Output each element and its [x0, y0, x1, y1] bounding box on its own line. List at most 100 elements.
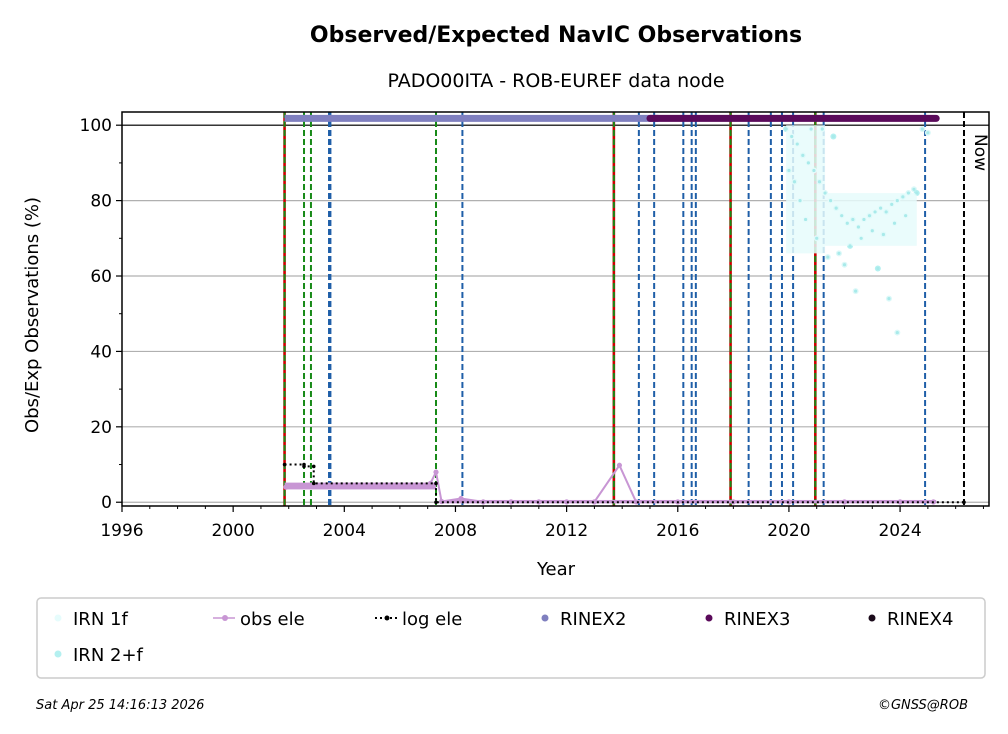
log-ele-line	[284, 463, 964, 504]
irn-point	[859, 236, 863, 240]
legend-marker	[384, 615, 390, 621]
legend-label: RINEX3	[724, 609, 790, 630]
obs-ele-point	[308, 484, 314, 490]
log-ele-point	[311, 464, 316, 469]
legend-label: RINEX4	[887, 609, 953, 630]
irn-point	[876, 266, 880, 271]
y-tick-label: 0	[101, 493, 112, 513]
irn-point	[809, 127, 813, 131]
legend: IRN 1f obs ele log ele RINEX2 RINEX3 RINEX4 IR…	[54, 609, 953, 666]
x-tick-label: 2012	[545, 521, 588, 541]
irn-point	[784, 127, 788, 131]
plot-area: 0 20 40 60 80 100 1996 2000 2004 2008 2012 2016 2020…	[80, 111, 990, 541]
irn-point	[890, 202, 894, 206]
irn-point	[879, 206, 883, 210]
irn-point	[881, 232, 886, 237]
chart-subtitle: PADO00ITA - ROB-EUREF data node	[387, 70, 724, 92]
obs-ele-point	[336, 483, 342, 489]
y-tick-label: 40	[90, 342, 112, 362]
x-tick-label: 2004	[323, 521, 366, 541]
log-ele-point	[311, 481, 316, 486]
irn-point	[815, 236, 819, 240]
irn-point	[912, 187, 916, 191]
obs-ele-point	[419, 483, 425, 489]
obs-ele-point	[427, 480, 434, 486]
irn-point	[892, 221, 897, 225]
legend-marker	[54, 614, 62, 622]
y-axis-label: Obs/Exp Observations (%)	[22, 197, 43, 433]
legend-box	[36, 597, 986, 679]
chart-title: Observed/Expected NavIC Observations	[310, 23, 802, 48]
obs-ele-point	[391, 483, 397, 489]
plot-frame	[121, 111, 990, 507]
obs-ele-band	[284, 482, 437, 490]
x-tick-label: 1996	[100, 521, 143, 541]
obs-ele-point	[433, 469, 439, 475]
copyright: ©GNSS@ROB	[878, 698, 968, 713]
irn-point	[831, 134, 835, 139]
irn-point	[870, 229, 874, 233]
legend-marker	[868, 614, 876, 622]
irn-point	[915, 191, 919, 195]
x-tick-label: 2024	[878, 521, 921, 541]
legend-marker	[705, 614, 713, 622]
irn-point	[854, 289, 858, 293]
irn-point	[823, 191, 827, 195]
irn-point	[887, 297, 891, 301]
irn-point	[842, 263, 847, 267]
log-ele-point	[434, 481, 438, 486]
irn-point	[787, 168, 791, 173]
x-axis-label: Year	[536, 559, 576, 580]
timestamp: Sat Apr 25 14:16:13 2026	[36, 698, 204, 713]
legend-marker	[541, 614, 549, 622]
y-tick-label: 80	[90, 192, 112, 212]
x-tick-label: 2016	[656, 521, 699, 541]
log-ele-point	[434, 500, 438, 505]
legend-label: log ele	[402, 609, 462, 630]
irn-point	[845, 221, 849, 225]
irn-point	[792, 180, 797, 184]
irn-dense-band	[825, 193, 917, 246]
irn-point	[840, 214, 844, 218]
x-tick-label: 2020	[767, 521, 810, 541]
irn-point	[795, 142, 799, 146]
irn-point	[834, 206, 838, 210]
obs-ele-point	[458, 495, 464, 502]
irn-point	[848, 244, 852, 248]
now-label: Now	[970, 134, 990, 171]
x-tick-label: 2000	[212, 521, 255, 541]
irn-point	[803, 217, 808, 222]
irn-point	[820, 127, 824, 131]
legend-label: IRN 1f	[73, 609, 128, 630]
irn-point	[837, 251, 841, 255]
irn-point	[873, 210, 877, 214]
obs-ele-band	[441, 499, 937, 504]
irn-point	[790, 134, 794, 139]
irn-point	[817, 180, 822, 184]
irn-point	[812, 168, 816, 173]
obs-ele-point	[616, 462, 623, 468]
irn-dense-band	[786, 125, 826, 254]
legend-label: obs ele	[240, 609, 305, 630]
irn-point	[829, 199, 833, 203]
irn-point	[895, 330, 899, 335]
irn-point	[901, 195, 905, 199]
obs-ele-point	[363, 483, 370, 489]
irn-point	[856, 225, 860, 229]
y-tick-label: 100	[80, 116, 112, 136]
irn-point	[904, 214, 908, 218]
obs-ele-point	[294, 483, 300, 489]
x-tick-label: 2008	[434, 521, 477, 541]
log-ele-point	[302, 464, 306, 469]
legend-marker	[54, 650, 62, 658]
irn-point	[867, 214, 872, 218]
y-tick-label: 20	[90, 418, 112, 438]
legend-label: RINEX2	[560, 609, 626, 630]
legend-marker	[222, 615, 228, 621]
obs-ele-point	[283, 484, 289, 490]
log-ele-point	[282, 462, 287, 467]
irn-point	[884, 210, 888, 214]
irn-point	[895, 199, 899, 203]
irn-point	[798, 199, 802, 203]
